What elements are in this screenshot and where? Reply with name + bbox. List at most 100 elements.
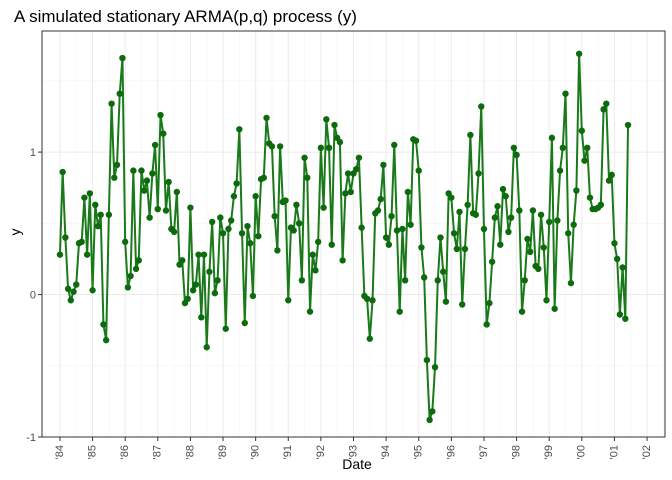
data-point [124, 284, 132, 291]
data-point [111, 174, 118, 181]
data-point [89, 287, 96, 294]
data-point [497, 241, 504, 248]
data-point [535, 265, 542, 273]
data-point [423, 356, 431, 364]
data-point [227, 217, 235, 224]
data-point [247, 240, 254, 247]
data-point [138, 167, 145, 174]
data-point [62, 234, 69, 241]
data-point [187, 204, 194, 211]
data-point [236, 126, 243, 133]
data-point [78, 238, 85, 246]
data-point [622, 315, 629, 322]
data-point [64, 285, 72, 293]
data-point [83, 251, 91, 258]
data-point [298, 277, 306, 284]
data-point [285, 297, 292, 304]
data-point [548, 134, 556, 142]
data-point [306, 308, 314, 315]
data-point [624, 121, 632, 129]
data-point [472, 211, 480, 218]
data-point [363, 295, 371, 303]
data-point [59, 168, 66, 176]
data-point [325, 144, 333, 152]
data-point [92, 201, 99, 208]
x-tick-label: '93 [347, 445, 359, 459]
data-point [366, 335, 374, 342]
data-point [562, 90, 569, 97]
data-point [600, 106, 607, 113]
data-point [141, 187, 148, 194]
data-point [132, 265, 140, 273]
data-point [206, 268, 213, 275]
data-point [195, 251, 202, 258]
data-point [603, 100, 610, 107]
data-point [102, 336, 110, 344]
data-point [440, 268, 447, 275]
data-point [293, 201, 300, 208]
data-point [203, 344, 210, 351]
data-point [510, 144, 518, 152]
data-point [238, 230, 246, 237]
data-point [374, 207, 382, 214]
data-point [453, 245, 460, 253]
data-point [317, 144, 325, 152]
data-point [486, 299, 493, 307]
x-tick-label: '89 [217, 445, 229, 459]
data-point [314, 238, 322, 246]
data-point [200, 251, 208, 258]
data-point [494, 203, 501, 210]
data-point [252, 193, 259, 200]
data-point [581, 157, 588, 164]
x-tick-label: '01 [608, 445, 620, 459]
data-point [450, 230, 458, 237]
data-point [369, 297, 376, 304]
data-point [225, 225, 232, 233]
data-point [208, 218, 216, 226]
data-point [113, 161, 121, 169]
data-point [499, 185, 507, 193]
data-point [613, 255, 621, 263]
data-point [67, 297, 75, 304]
data-point [377, 195, 384, 203]
x-axis-title: Date [342, 456, 372, 472]
x-tick-label: '00 [576, 445, 588, 459]
x-tick-label: '94 [380, 445, 392, 459]
data-point [399, 225, 406, 233]
data-point [309, 251, 316, 258]
series-line [58, 52, 630, 421]
data-point [426, 416, 433, 424]
data-point [157, 111, 164, 119]
data-point [516, 207, 523, 214]
data-point [146, 214, 153, 221]
y-tick-label: 1 [30, 147, 36, 159]
data-point [586, 194, 594, 201]
data-point [81, 194, 88, 201]
data-point [616, 311, 624, 318]
data-point [255, 232, 262, 240]
data-point [491, 214, 499, 221]
data-point [608, 171, 615, 179]
data-point [521, 277, 528, 284]
data-point [546, 218, 553, 226]
data-point [320, 204, 327, 211]
data-point [130, 167, 137, 174]
data-point [149, 170, 156, 177]
data-point [605, 177, 613, 184]
data-point [56, 251, 64, 258]
data-point [165, 178, 172, 186]
data-point [339, 257, 346, 264]
data-point [575, 50, 583, 57]
data-point [407, 221, 414, 228]
data-point [480, 225, 488, 233]
data-point [429, 408, 436, 415]
data-point [448, 194, 455, 201]
data-point [189, 287, 197, 294]
data-point [464, 201, 471, 208]
x-tick-label: '90 [250, 445, 262, 459]
data-point [271, 212, 278, 220]
data-point [420, 274, 428, 281]
data-point [385, 241, 393, 248]
data-point [559, 144, 566, 152]
